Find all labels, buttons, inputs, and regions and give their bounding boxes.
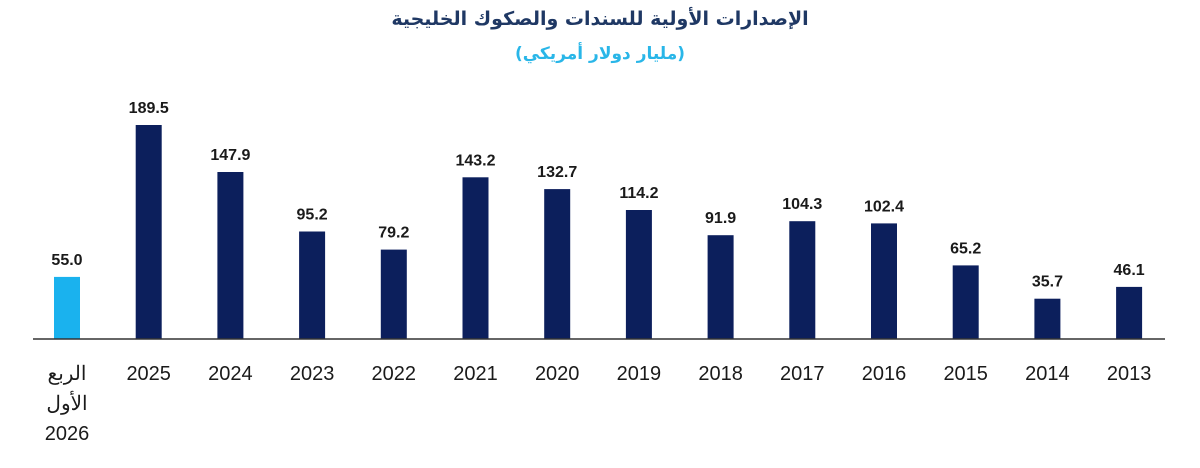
x-tick-label-6: 2020: [535, 363, 580, 385]
bars-layer: [54, 125, 1143, 339]
x-tick-label-0-line-0: الربع: [48, 363, 87, 385]
value-label-2: 147.9: [210, 147, 250, 164]
x-tick-label-2: 2024: [208, 363, 253, 385]
bar-8: [707, 235, 734, 339]
value-label-12: 35.7: [1032, 274, 1063, 291]
value-label-1: 189.5: [129, 100, 169, 117]
bar-1: [135, 125, 162, 339]
bar-9: [789, 221, 816, 339]
x-tick-label-3: 2023: [290, 363, 335, 385]
x-tick-label-7: 2019: [617, 363, 662, 385]
bar-7: [625, 210, 652, 339]
x-tick-label-4: 2022: [372, 363, 417, 385]
x-tick-label-0-line-2: 2026: [45, 423, 90, 445]
labels-layer: 55.0 الربع الأول 2026 189.5 2025 147.9 2024 95.2…: [45, 100, 1152, 445]
value-label-5: 143.2: [455, 152, 495, 169]
value-label-9: 104.3: [782, 196, 822, 213]
bar-6: [544, 189, 571, 339]
bar-0: [54, 276, 80, 339]
value-label-3: 95.2: [297, 207, 328, 224]
bar-5: [462, 177, 489, 339]
value-label-0: 55.0: [51, 252, 82, 269]
value-label-13: 46.1: [1114, 262, 1145, 279]
value-label-8: 91.9: [705, 210, 736, 227]
x-tick-label-0-line-1: الأول: [46, 390, 87, 415]
bar-11: [952, 265, 979, 339]
chart-title: الإصدارات الأولية للسندات والصكوك الخليج…: [391, 8, 809, 30]
value-label-10: 102.4: [864, 198, 904, 215]
x-tick-label-5: 2021: [453, 363, 498, 385]
bar-13: [1116, 286, 1143, 339]
chart-subtitle: (مليار دولار أمريكي): [514, 44, 686, 64]
x-tick-label-11: 2015: [943, 363, 988, 385]
x-tick-label-13: 2013: [1107, 363, 1152, 385]
bar-10: [871, 223, 897, 339]
bar-4: [380, 249, 407, 339]
x-tick-label-1: 2025: [126, 363, 171, 385]
value-label-6: 132.7: [537, 164, 577, 181]
bar-2: [217, 172, 244, 339]
x-tick-label-12: 2014: [1025, 363, 1070, 385]
bar-3: [299, 231, 326, 339]
bar-12: [1034, 298, 1061, 339]
value-label-7: 114.2: [619, 185, 658, 202]
x-tick-label-9: 2017: [780, 363, 825, 385]
value-label-11: 65.2: [950, 240, 981, 257]
x-tick-label-10: 2016: [862, 363, 907, 385]
x-tick-label-8: 2018: [698, 363, 743, 385]
value-label-4: 79.2: [378, 225, 409, 242]
